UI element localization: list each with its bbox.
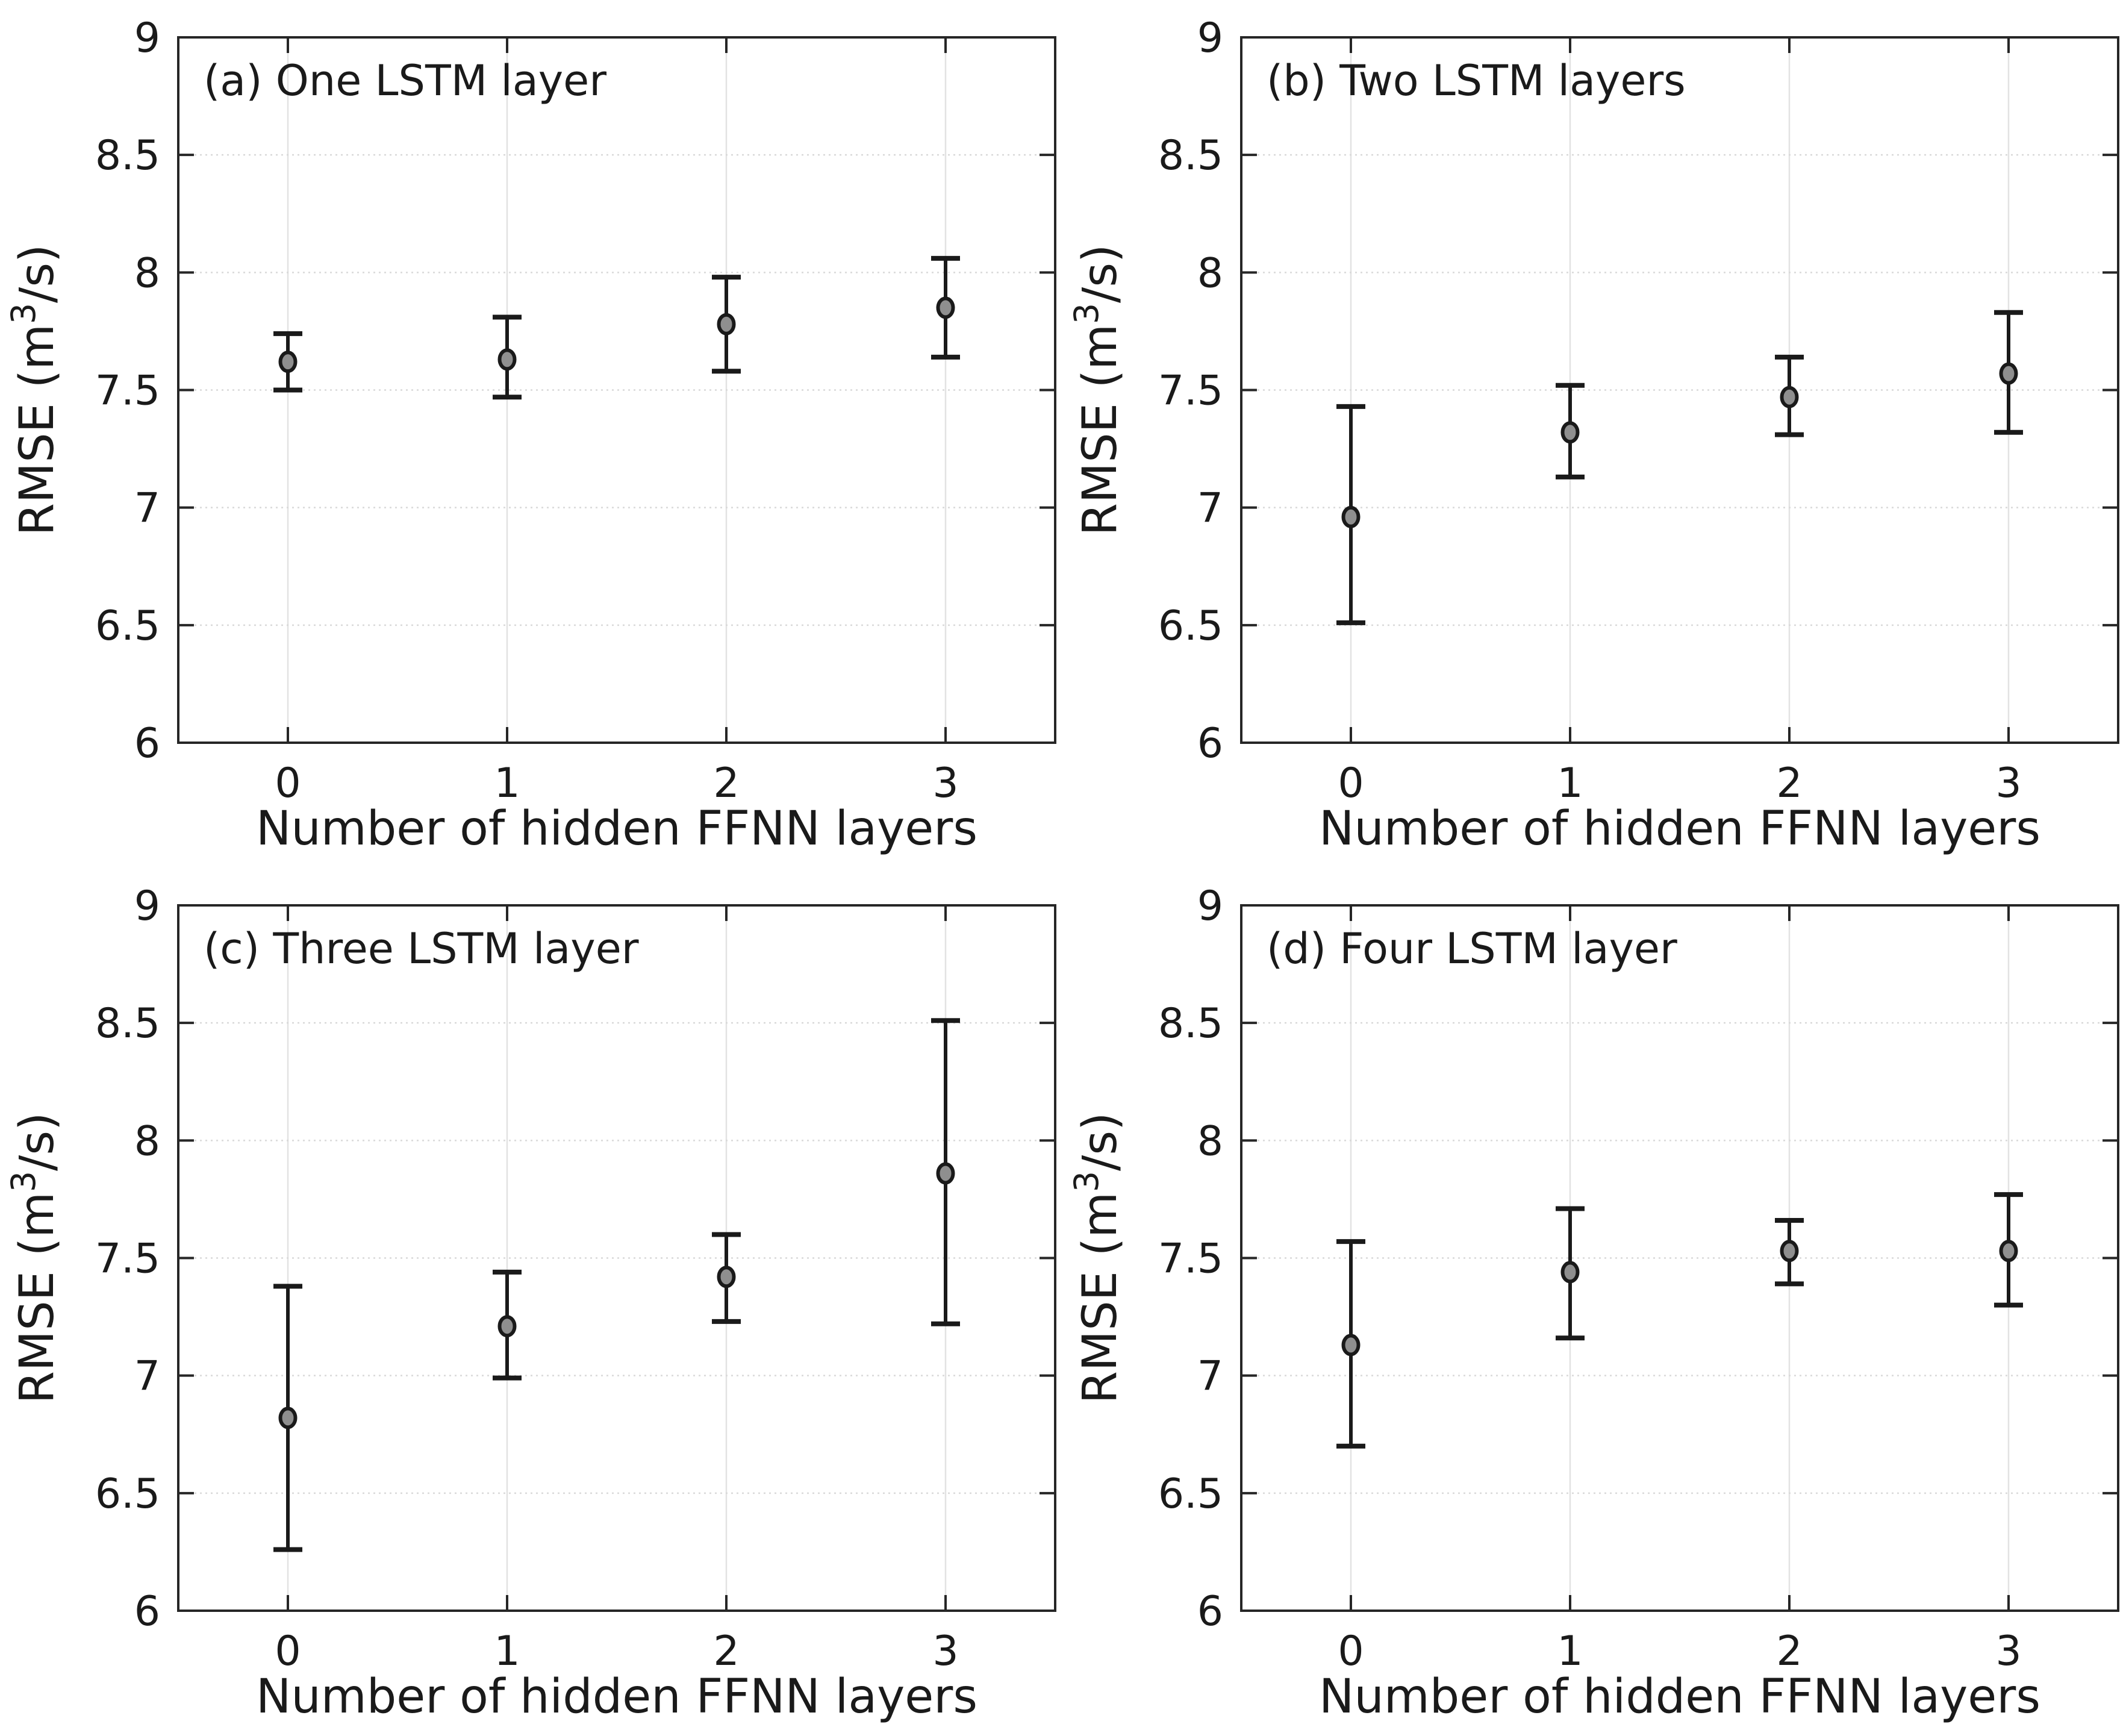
y-tick-label: 6.5: [1158, 602, 1223, 650]
panel-title: (a) One LSTM layer: [204, 56, 606, 105]
panel-title: (b) Two LSTM layers: [1267, 56, 1686, 105]
y-tick-label: 7.5: [1158, 367, 1223, 415]
y-tick-label: 9: [1197, 14, 1223, 62]
y-tick-label: 8: [1197, 249, 1223, 297]
y-tick-label: 6.5: [95, 602, 160, 650]
y-tick-label: 7.5: [95, 1235, 160, 1283]
data-point-marker: [936, 1162, 955, 1185]
x-tick-label: 0: [275, 760, 301, 807]
data-point-marker: [717, 1266, 736, 1288]
y-tick-label: 9: [134, 882, 160, 930]
y-tick-label: 6.5: [95, 1470, 160, 1518]
y-axis-label: RMSE (m3/s): [4, 245, 64, 536]
y-tick-label: 7: [1197, 485, 1223, 532]
x-tick-label: 3: [932, 760, 958, 807]
y-tick-label: 9: [1197, 882, 1223, 930]
panel-title: (d) Four LSTM layer: [1267, 924, 1677, 973]
y-tick-label: 8.5: [95, 1000, 160, 1048]
y-tick-label: 7: [134, 1353, 160, 1400]
data-point-marker: [1999, 1240, 2018, 1263]
subplot-b: 0 1 2 3 6 6.5 7 7.5 8 8.5 9 (b) Two LSTM layers Numb…: [1063, 0, 2126, 868]
y-tick-label: 8: [134, 1117, 160, 1165]
x-tick-label: 0: [1338, 760, 1364, 807]
subplot-a-chart: 0 1 2 3 6 6.5 7 7.5 8 8.5 9 (a) One LSTM layer Numbe…: [4, 14, 1056, 856]
y-tick-label: 6.5: [1158, 1470, 1223, 1518]
y-tick-label: 8: [134, 249, 160, 297]
x-tick-label: 1: [1557, 760, 1583, 807]
data-point-marker: [497, 348, 517, 371]
subplot-b-chart: 0 1 2 3 6 6.5 7 7.5 8 8.5 9 (b) Two LSTM layers Numb…: [1067, 14, 2119, 856]
x-tick-label: 3: [1995, 1628, 2021, 1675]
subplot-d-chart: 0 1 2 3 6 6.5 7 7.5 8 8.5 9 (d) Four LSTM layer Numb…: [1067, 882, 2119, 1724]
x-tick-label: 1: [494, 760, 520, 807]
y-axis-label: RMSE (m3/s): [1067, 245, 1127, 536]
y-axis-label: RMSE (m3/s): [1067, 1113, 1127, 1404]
x-tick-label: 3: [1995, 760, 2021, 807]
y-tick-label: 8.5: [1158, 1000, 1223, 1048]
y-tick-label: 6: [1197, 720, 1223, 767]
y-tick-label: 8.5: [1158, 132, 1223, 180]
x-tick-label: 2: [1776, 1628, 1802, 1675]
y-tick-label: 6: [134, 1588, 160, 1635]
data-point-marker: [1560, 1261, 1580, 1284]
data-point-marker: [717, 313, 736, 336]
subplot-a: 0 1 2 3 6 6.5 7 7.5 8 8.5 9 (a) One LSTM layer Numbe…: [0, 0, 1063, 868]
y-tick-label: 7.5: [95, 367, 160, 415]
x-tick-label: 2: [1776, 760, 1802, 807]
y-tick-label: 6: [134, 720, 160, 767]
data-point-marker: [278, 351, 298, 373]
x-tick-label: 0: [1338, 1628, 1364, 1675]
y-tick-label: 6: [1197, 1588, 1223, 1635]
x-tick-label: 2: [713, 760, 739, 807]
x-tick-label: 0: [275, 1628, 301, 1675]
x-tick-label: 2: [713, 1628, 739, 1675]
x-axis-label: Number of hidden FFNN layers: [1319, 1670, 2040, 1724]
y-tick-label: 7: [134, 485, 160, 532]
data-point-marker: [936, 296, 955, 319]
subplot-d: 0 1 2 3 6 6.5 7 7.5 8 8.5 9 (d) Four LSTM layer Numb…: [1063, 868, 2126, 1736]
data-point-marker: [1560, 421, 1580, 444]
y-axis-label: RMSE (m3/s): [4, 1113, 64, 1404]
x-axis-label: Number of hidden FFNN layers: [256, 802, 977, 856]
x-axis-label: Number of hidden FFNN layers: [1319, 802, 2040, 856]
y-tick-label: 8.5: [95, 132, 160, 180]
x-tick-label: 1: [1557, 1628, 1583, 1675]
y-tick-label: 7: [1197, 1353, 1223, 1400]
subplot-c: 0 1 2 3 6 6.5 7 7.5 8 8.5 9 (c) Three LSTM layer Num…: [0, 868, 1063, 1736]
data-point-marker: [278, 1407, 298, 1429]
y-tick-label: 7.5: [1158, 1235, 1223, 1283]
subplot-c-chart: 0 1 2 3 6 6.5 7 7.5 8 8.5 9 (c) Three LSTM layer Num…: [4, 882, 1056, 1724]
y-tick-label: 9: [134, 14, 160, 62]
data-point-marker: [1780, 1240, 1799, 1263]
data-point-marker: [1780, 386, 1799, 408]
data-point-marker: [1999, 362, 2018, 385]
y-tick-label: 8: [1197, 1117, 1223, 1165]
x-tick-label: 3: [932, 1628, 958, 1675]
data-point-marker: [497, 1315, 517, 1338]
data-point-marker: [1341, 1334, 1361, 1357]
x-axis-label: Number of hidden FFNN layers: [256, 1670, 977, 1724]
panel-title: (c) Three LSTM layer: [204, 924, 639, 973]
data-point-marker: [1341, 505, 1361, 528]
x-tick-label: 1: [494, 1628, 520, 1675]
